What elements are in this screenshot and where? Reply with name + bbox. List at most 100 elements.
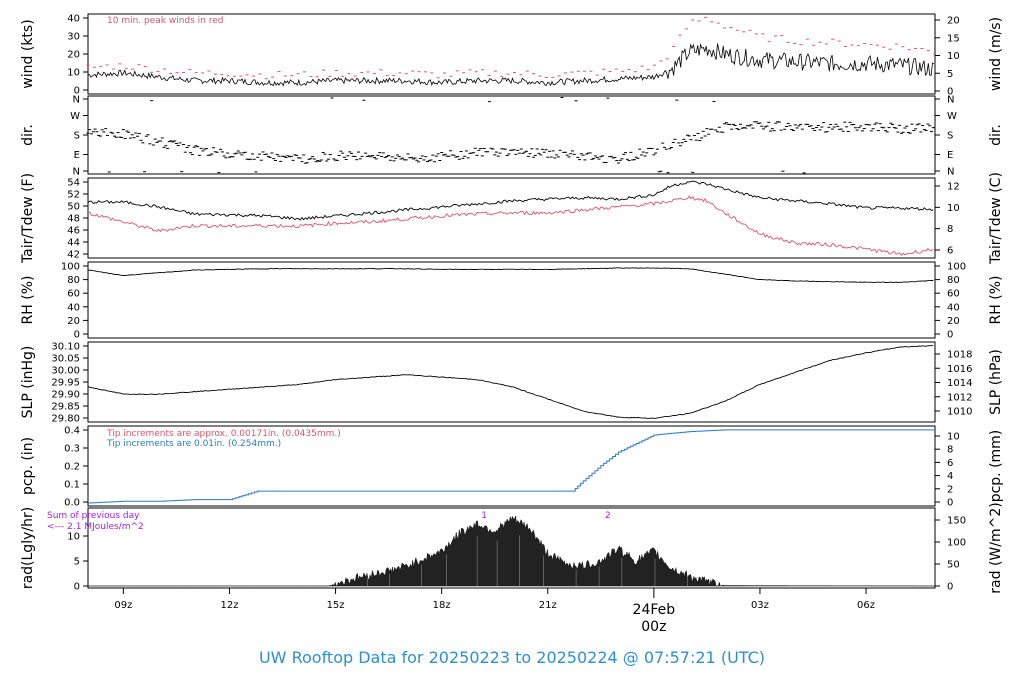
wind-speed-line [87,43,935,87]
right-tick-label-temp: 10 [947,203,960,214]
rad-annotation-line2: <--- 2.1 MJoules/m^2 [47,522,144,532]
right-tick-label-rad: 100 [947,538,966,549]
ylabel-right-rh: RH (%) [988,276,1004,325]
rad-peak-marker: 2 [605,511,611,521]
rh-line [87,267,934,284]
dir-left-tick-label: N [73,95,80,106]
left-tick-label-rh: 40 [67,302,80,313]
panel-frame-temperature [87,177,936,259]
right-tick-label-slp: 1014 [947,378,972,389]
left-tick-label-wind: 10 [67,68,80,79]
time-tick-label: 09z [114,600,132,611]
radiation-area [88,515,935,587]
time-tick-label: 03z [751,600,769,611]
left-tick-label-wind: 30 [67,32,80,43]
chart-title-text: UW Rooftop Data for 20250223 to 20250224… [258,648,766,667]
left-tick-label-slp: 30.05 [51,354,80,365]
right-tick-label-pcp: 0 [947,498,953,509]
rad-left-tick-label: 10 [67,532,80,543]
dir-right-tick-label: N [947,95,954,106]
left-tick-label-rh: 0 [74,330,80,341]
right-tick-label-slp: 1016 [947,364,972,375]
ylabel-right-temperature: Tair/Tdew (C) [988,172,1004,265]
ylabel-left-temperature: Tair/Tdew (F) [20,173,36,264]
panel-frame-pressure [87,341,936,423]
right-tick-label-rh: 80 [947,275,960,286]
ylabel-right-wind: wind (m/s) [988,17,1004,91]
dir-right-tick-label: S [947,131,953,142]
rad-peak-marker: 1 [481,511,487,521]
right-tick-label-wind: 5 [947,69,953,80]
right-tick-label-rh: 20 [947,316,960,327]
panel-frame-rh [87,261,936,339]
dir-right-tick-label: E [947,150,953,161]
ylabel-right-direction: dir. [988,124,1004,146]
wind-annotation: 10 min. peak winds in red [107,16,224,26]
left-tick-label-pcp: 0.4 [64,426,80,437]
right-tick-label-rh: 60 [947,289,960,300]
dir-left-tick-label: E [74,150,80,161]
panel-frame-direction [87,95,936,175]
left-tick-label-pcp: 0.1 [64,480,80,491]
ylabel-right-precipitation: pcp. (mm) [988,430,1004,503]
time-tick-label: 06z [857,600,875,611]
right-tick-label-temp: 8 [947,224,953,235]
left-tick-label-wind: 40 [67,14,80,25]
right-tick-label-wind: 15 [947,33,960,44]
left-tick-label-slp: 29.85 [51,402,80,413]
air-temp-line [87,180,934,221]
ylabel-left-radiation: rad(Lgly/hr) [20,507,36,589]
left-tick-label-slp: 30.00 [51,366,80,377]
right-tick-label-slp: 1012 [947,392,972,403]
left-tick-label-pcp: 0.2 [64,462,80,473]
left-tick-label-slp: 29.80 [51,414,80,425]
time-tick-label: 12z [220,600,238,611]
time-tick-label: 21z [539,600,557,611]
precip-annotation-blue: Tip increments are 0.01in. (0.254mm.) [106,439,281,449]
right-tick-label-rh: 40 [947,302,960,313]
dir-right-tick-label: N [947,167,954,178]
left-tick-label-temp: 54 [67,178,80,189]
ylabel-left-precipitation: pcp. (in) [20,437,36,495]
precip-annotation-red: Tip increments are approx. 0.00171in. (0… [106,429,341,439]
left-tick-label-wind: 0 [74,86,80,97]
right-tick-label-rad: 150 [947,516,966,527]
right-tick-label-wind: 0 [947,87,953,98]
dir-left-tick-label: N [73,167,80,178]
rad-left-tick-label: 0 [74,582,80,593]
left-tick-label-rh: 60 [67,289,80,300]
rad-annotation-line1: Sum of previous day [47,511,140,521]
right-tick-label-pcp: 4 [947,471,953,482]
left-tick-label-temp: 52 [67,190,80,201]
right-tick-label-pcp: 2 [947,484,953,495]
left-tick-label-slp: 29.95 [51,378,80,389]
left-tick-label-rh: 20 [67,316,80,327]
right-tick-label-pcp: 10 [947,432,960,443]
dir-left-tick-label: W [70,111,80,122]
right-tick-label-wind: 10 [947,51,960,62]
chart-title: UW Rooftop Data for 20250223 to 20250224… [0,648,1024,667]
right-tick-label-rad: 50 [947,560,960,571]
dir-left-tick-label: S [74,131,80,142]
left-tick-label-slp: 30.10 [51,342,80,353]
panel-frame-radiation [87,507,936,589]
left-tick-label-temp: 42 [67,250,80,261]
day-sub-label: 00z [641,619,666,635]
left-tick-label-pcp: 0.3 [64,444,80,455]
left-tick-label-wind: 20 [67,50,80,61]
dir-right-tick-label: W [947,111,957,122]
right-tick-label-rh: 0 [947,330,953,341]
slp-line [87,344,934,419]
right-tick-label-temp: 12 [947,182,960,193]
right-tick-label-slp: 1010 [947,407,972,418]
left-tick-label-temp: 50 [67,202,80,213]
precip-line [88,429,935,504]
left-tick-label-rh: 100 [61,262,80,273]
right-tick-label-pcp: 6 [947,458,953,469]
right-tick-label-rad: 0 [947,582,953,593]
left-tick-label-rh: 80 [67,275,80,286]
right-tick-label-temp: 6 [947,246,953,257]
time-tick-label: 18z [433,600,451,611]
